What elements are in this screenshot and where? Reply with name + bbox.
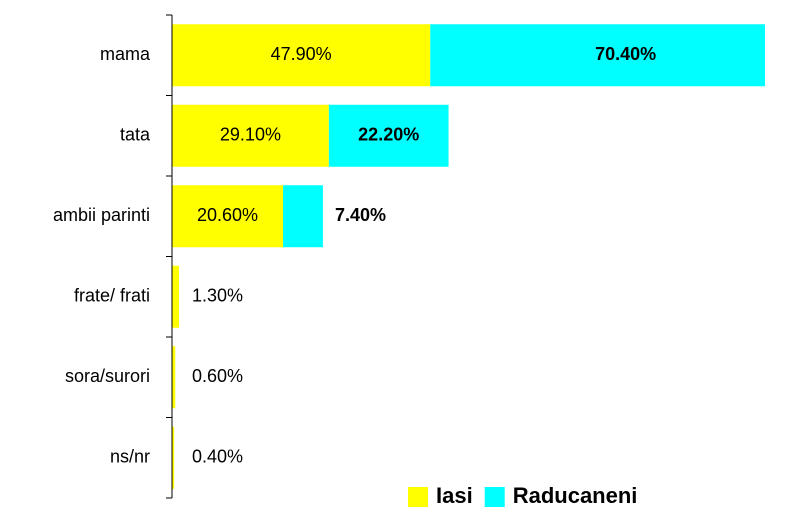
data-label: 7.40% (335, 205, 386, 225)
y-tick-label: mama (100, 44, 151, 64)
bar (172, 426, 175, 489)
bar (172, 265, 180, 328)
bar (328, 104, 449, 167)
bar (172, 104, 329, 167)
data-label: 47.90% (271, 44, 332, 64)
legend-label: Iasi (436, 483, 473, 508)
data-label: 22.20% (358, 125, 419, 145)
bar (172, 346, 176, 409)
y-tick-label: sora/surori (65, 366, 150, 386)
bar (283, 185, 323, 248)
data-label: 70.40% (595, 44, 656, 64)
plot-area (172, 24, 765, 489)
bar (172, 185, 284, 248)
bar (430, 24, 765, 87)
bar (172, 24, 431, 87)
legend-swatch (408, 487, 428, 507)
legend-swatch (484, 487, 505, 507)
data-label: 0.40% (192, 447, 243, 467)
data-label: 20.60% (197, 205, 258, 225)
legend-label: Raducaneni (513, 483, 638, 508)
y-tick-label: frate/ frati (74, 286, 150, 306)
data-label: 0.60% (192, 366, 243, 386)
data-label: 1.30% (192, 286, 243, 306)
y-tick-label: ambii parinti (53, 205, 150, 225)
data-label: 29.10% (220, 125, 281, 145)
y-tick-label: ns/nr (110, 447, 150, 467)
y-tick-label: tata (120, 125, 151, 145)
